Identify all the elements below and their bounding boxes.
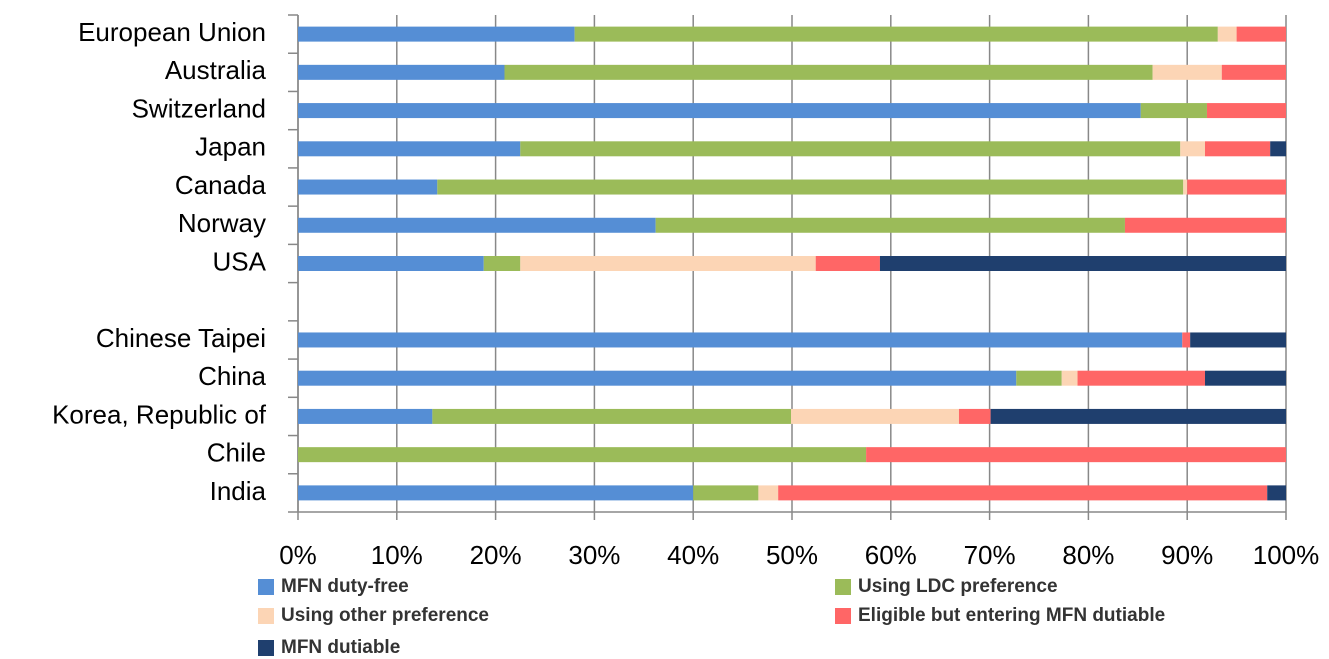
bar-segment (1267, 485, 1286, 501)
bar-segment (1217, 26, 1237, 42)
category-label: European Union (78, 17, 266, 47)
bar-segment (1270, 141, 1286, 157)
bar-segment (1206, 103, 1286, 119)
x-tick-label: 70% (964, 540, 1016, 570)
bar-segment (520, 256, 816, 271)
category-label: Chile (207, 438, 266, 468)
bar-segment (298, 485, 694, 501)
bar-segment (1180, 141, 1205, 157)
bar-segment (1221, 64, 1286, 80)
x-tick-label: 100% (1253, 540, 1320, 570)
bar-segment (437, 179, 1184, 195)
category-label: Chinese Taipei (96, 323, 266, 353)
category-label: Switzerland (132, 93, 266, 123)
bar-segment (1152, 64, 1222, 80)
x-tick-label: 40% (667, 540, 719, 570)
category-label: Norway (178, 208, 266, 238)
x-tick-label: 20% (470, 540, 522, 570)
bar-segment (298, 64, 505, 80)
bar-segment (990, 408, 1286, 424)
x-tick-label: 50% (766, 540, 818, 570)
bar-segment (298, 179, 438, 195)
legend-swatch (835, 608, 851, 624)
x-tick-label: 90% (1161, 540, 1213, 570)
bar-segment (520, 141, 1181, 157)
category-label: China (198, 361, 266, 391)
bar-segment (1236, 26, 1286, 42)
bar-segment (504, 64, 1153, 80)
bar-segment (432, 408, 792, 424)
bar-segment (298, 447, 867, 463)
bar-segment (483, 256, 521, 271)
x-tick-label: 30% (568, 540, 620, 570)
legend-label: Using other preference (281, 605, 489, 626)
legend-swatch (258, 640, 274, 656)
bar-segment (298, 217, 656, 233)
category-label: Japan (195, 132, 266, 162)
x-tick-label: 0% (279, 540, 317, 570)
bar-segment (1187, 179, 1286, 195)
bar-segment (1140, 103, 1207, 119)
bar-segment (574, 26, 1218, 42)
bar-segment (815, 256, 880, 271)
x-tick-label: 80% (1062, 540, 1114, 570)
legend-swatch (258, 579, 274, 595)
bar-segment (298, 332, 1183, 348)
bar-segment (758, 485, 779, 501)
legend-label: MFN duty-free (281, 576, 409, 597)
bar-segment (693, 485, 759, 501)
bar-segment (298, 141, 521, 157)
bar-segment (655, 217, 1125, 233)
category-label: Australia (165, 55, 267, 85)
x-tick-label: 60% (865, 540, 917, 570)
bar-segment (298, 256, 484, 271)
bar-segment (1124, 217, 1286, 233)
bar-segment (1077, 370, 1205, 386)
bar-segment (1204, 141, 1271, 157)
legend-label: Using LDC preference (858, 576, 1058, 597)
bar-segment (298, 370, 1017, 386)
bar-segment (298, 103, 1141, 119)
bar-segment (298, 408, 433, 424)
bar-segment (1204, 370, 1286, 386)
category-label: India (210, 476, 267, 506)
bar-segment (1061, 370, 1078, 386)
bar-segment (1016, 370, 1062, 386)
bar-segment (879, 256, 1286, 271)
legend-label: Eligible but entering MFN dutiable (858, 605, 1165, 626)
bar-segment (1182, 332, 1191, 348)
bar-segment (866, 447, 1286, 463)
bar-segment (958, 408, 991, 424)
bar-segment (298, 26, 575, 42)
legend-swatch (835, 579, 851, 595)
category-label: Korea, Republic of (52, 399, 267, 429)
category-label: Canada (175, 170, 267, 200)
bar-segment (1183, 179, 1188, 195)
bar-segment (778, 485, 1268, 501)
legend-label: MFN dutiable (281, 637, 400, 658)
bar-segment (791, 408, 959, 424)
category-label: USA (213, 246, 267, 276)
bar-segment (1190, 332, 1286, 348)
legend-swatch (258, 608, 274, 624)
x-tick-label: 10% (371, 540, 423, 570)
